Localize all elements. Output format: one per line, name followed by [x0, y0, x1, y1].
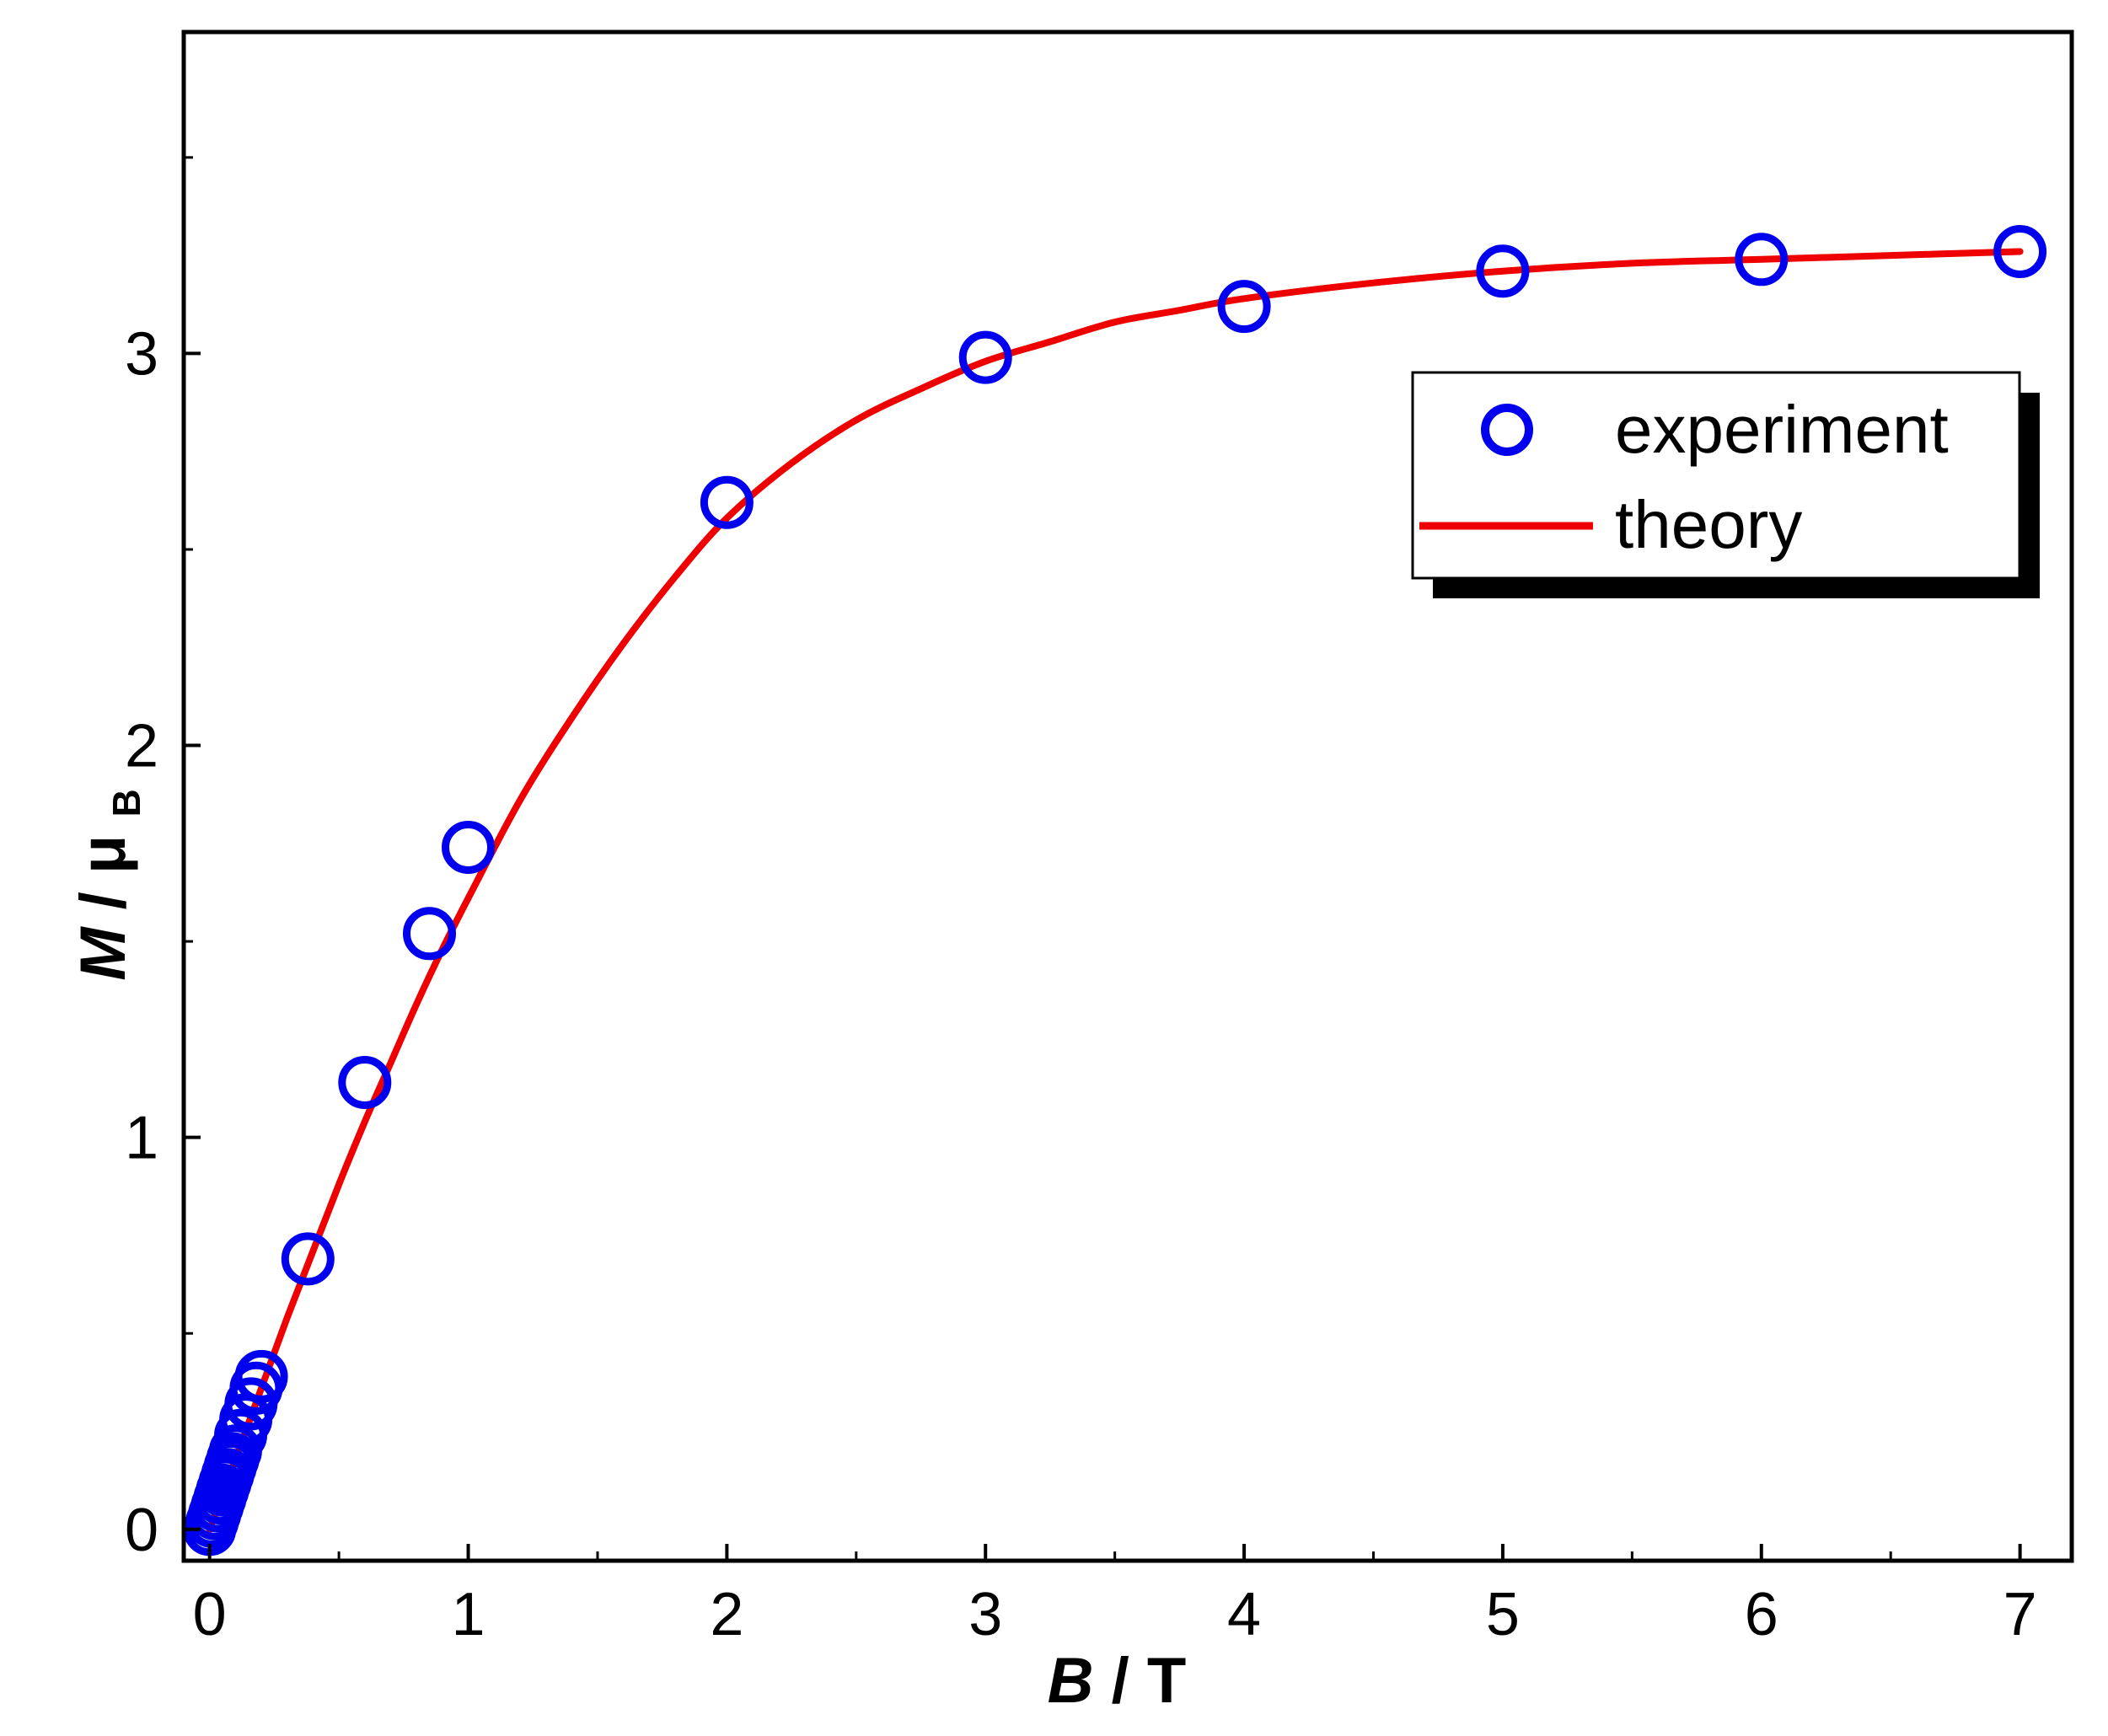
- y-tick-labels: 0 1 2 3: [125, 320, 158, 1563]
- experiment-point: [338, 1056, 392, 1109]
- y-tick-label: 3: [125, 320, 158, 388]
- x-tick-labels: 0 1 2 3 4 5 6 7: [193, 1581, 2037, 1648]
- theory-series: [206, 248, 2024, 1533]
- experiment-point: [234, 1349, 288, 1403]
- experiment-point: [700, 475, 754, 529]
- y-axis-title: M / μ B: [67, 789, 148, 981]
- experiment-point: [1476, 244, 1530, 298]
- legend-experiment-marker: [1481, 404, 1533, 456]
- y-tick-label: 2: [125, 713, 158, 780]
- experiment-point: [281, 1232, 335, 1286]
- y-axis-unit-subscript: B: [105, 789, 148, 817]
- experiment-point: [403, 907, 456, 961]
- theory-line: [206, 248, 2024, 1533]
- x-axis-variable: B: [1048, 1645, 1094, 1717]
- y-tick-label: 1: [125, 1105, 158, 1172]
- legend-theory-label: theory: [1615, 487, 1802, 562]
- experiment-point: [1217, 280, 1271, 334]
- experiment-point: [958, 330, 1012, 384]
- y-axis-unit-base: μ: [67, 835, 139, 875]
- y-axis-slash: /: [67, 892, 139, 909]
- x-axis-separator: /: [1112, 1645, 1147, 1717]
- experiment-point: [442, 821, 495, 874]
- x-tick-label: 3: [968, 1581, 1002, 1648]
- y-axis-variable: M: [67, 926, 139, 981]
- axis-ticks: [184, 156, 2022, 1561]
- x-axis-unit: T: [1147, 1645, 1186, 1717]
- x-tick-label: 6: [1745, 1581, 1778, 1648]
- x-tick-label: 7: [2003, 1581, 2037, 1648]
- legend: experiment theory: [1411, 371, 2040, 598]
- y-tick-label: 0: [125, 1497, 158, 1564]
- x-tick-label: 2: [710, 1581, 743, 1648]
- experiment-point: [1735, 233, 1789, 287]
- experiment-point: [1993, 225, 2047, 278]
- x-axis-title: B / T: [1048, 1645, 1187, 1717]
- x-tick-label: 1: [452, 1581, 485, 1648]
- x-tick-label: 4: [1227, 1581, 1261, 1648]
- plot-frame: [181, 29, 2074, 1563]
- x-tick-label: 0: [193, 1581, 227, 1648]
- x-tick-label: 5: [1486, 1581, 1520, 1648]
- legend-experiment-label: experiment: [1615, 392, 1949, 467]
